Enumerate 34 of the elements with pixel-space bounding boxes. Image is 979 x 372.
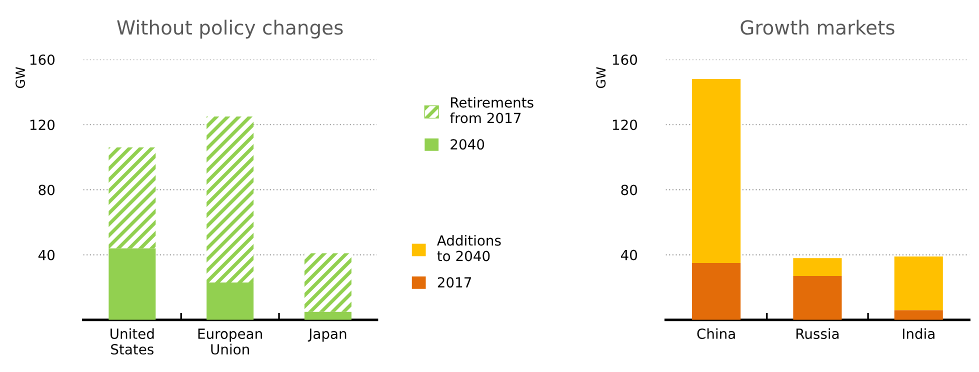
x-tick-label: India — [902, 328, 934, 340]
bar — [894, 310, 943, 320]
legend-label: Retirements from 2017 — [450, 96, 534, 124]
y-axis-title: GW — [16, 67, 25, 88]
y-tick-label: 160 — [30, 54, 55, 65]
y-axis-title: GW — [596, 67, 606, 88]
x-tick-label: China — [697, 328, 735, 340]
x-tick-label: United States — [110, 328, 154, 355]
legend-label: 2017 — [438, 277, 472, 288]
bar — [206, 282, 254, 320]
bar — [793, 276, 842, 320]
legend-label: 2040 — [450, 139, 484, 150]
bar — [304, 312, 352, 320]
bar — [692, 262, 741, 320]
bar — [108, 147, 156, 248]
y-tick-label: 80 — [38, 184, 55, 196]
x-tick-label: Russia — [796, 328, 839, 340]
legend-label: Additions to 2040 — [436, 234, 501, 262]
bar — [894, 256, 943, 310]
chart-title: Without policy changes — [117, 20, 343, 39]
y-tick-label: 120 — [30, 120, 55, 130]
bar — [692, 79, 741, 263]
y-tick-label: 40 — [620, 250, 638, 260]
chart-title: Growth markets — [740, 20, 894, 35]
bar — [304, 253, 352, 312]
bar — [793, 258, 842, 276]
y-tick-label: 120 — [612, 120, 638, 130]
x-tick-label: Japan — [308, 328, 346, 342]
bar — [206, 116, 254, 282]
y-tick-label: 40 — [38, 250, 55, 260]
y-tick-label: 80 — [621, 184, 638, 196]
bar — [108, 248, 156, 320]
y-tick-label: 160 — [612, 54, 638, 65]
x-tick-label: European Union — [198, 328, 262, 355]
